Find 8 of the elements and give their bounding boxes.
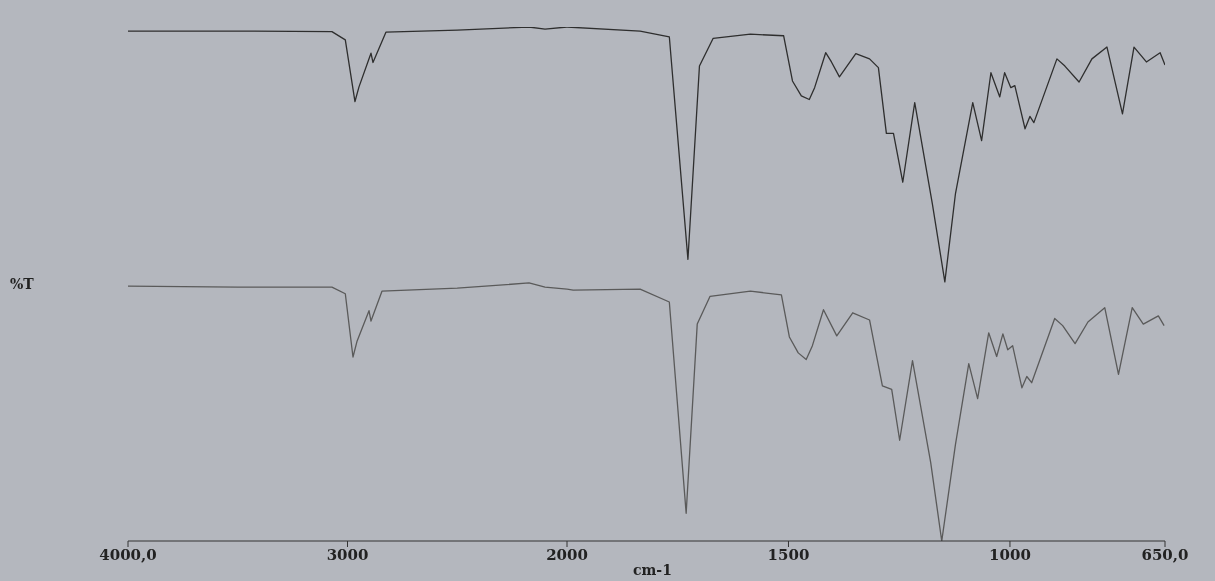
x-tick-label: 1500 — [767, 545, 810, 564]
x-tick-label: 2000 — [546, 545, 588, 564]
x-axis-title: cm-1 — [633, 562, 672, 578]
y-axis-title: %T — [10, 276, 34, 292]
x-tick-label: 1000 — [989, 545, 1031, 564]
x-tick-label: 4000,0 — [99, 545, 157, 564]
x-tick-label: 3000 — [326, 545, 369, 564]
x-tick-label: 650,0 — [1141, 545, 1189, 564]
